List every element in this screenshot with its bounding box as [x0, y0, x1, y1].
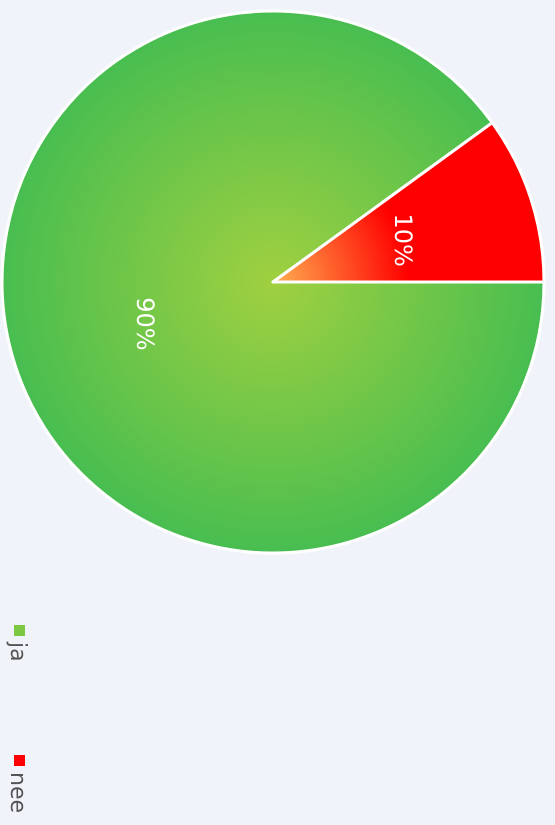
legend-label: ja	[5, 641, 30, 662]
slice-label: 90%	[131, 297, 159, 350]
legend-swatch	[14, 625, 25, 636]
legend-swatch	[14, 755, 25, 766]
pie-slice	[271, 121, 546, 284]
legend-label: nee	[5, 772, 30, 813]
slice-label: 10%	[389, 213, 417, 266]
